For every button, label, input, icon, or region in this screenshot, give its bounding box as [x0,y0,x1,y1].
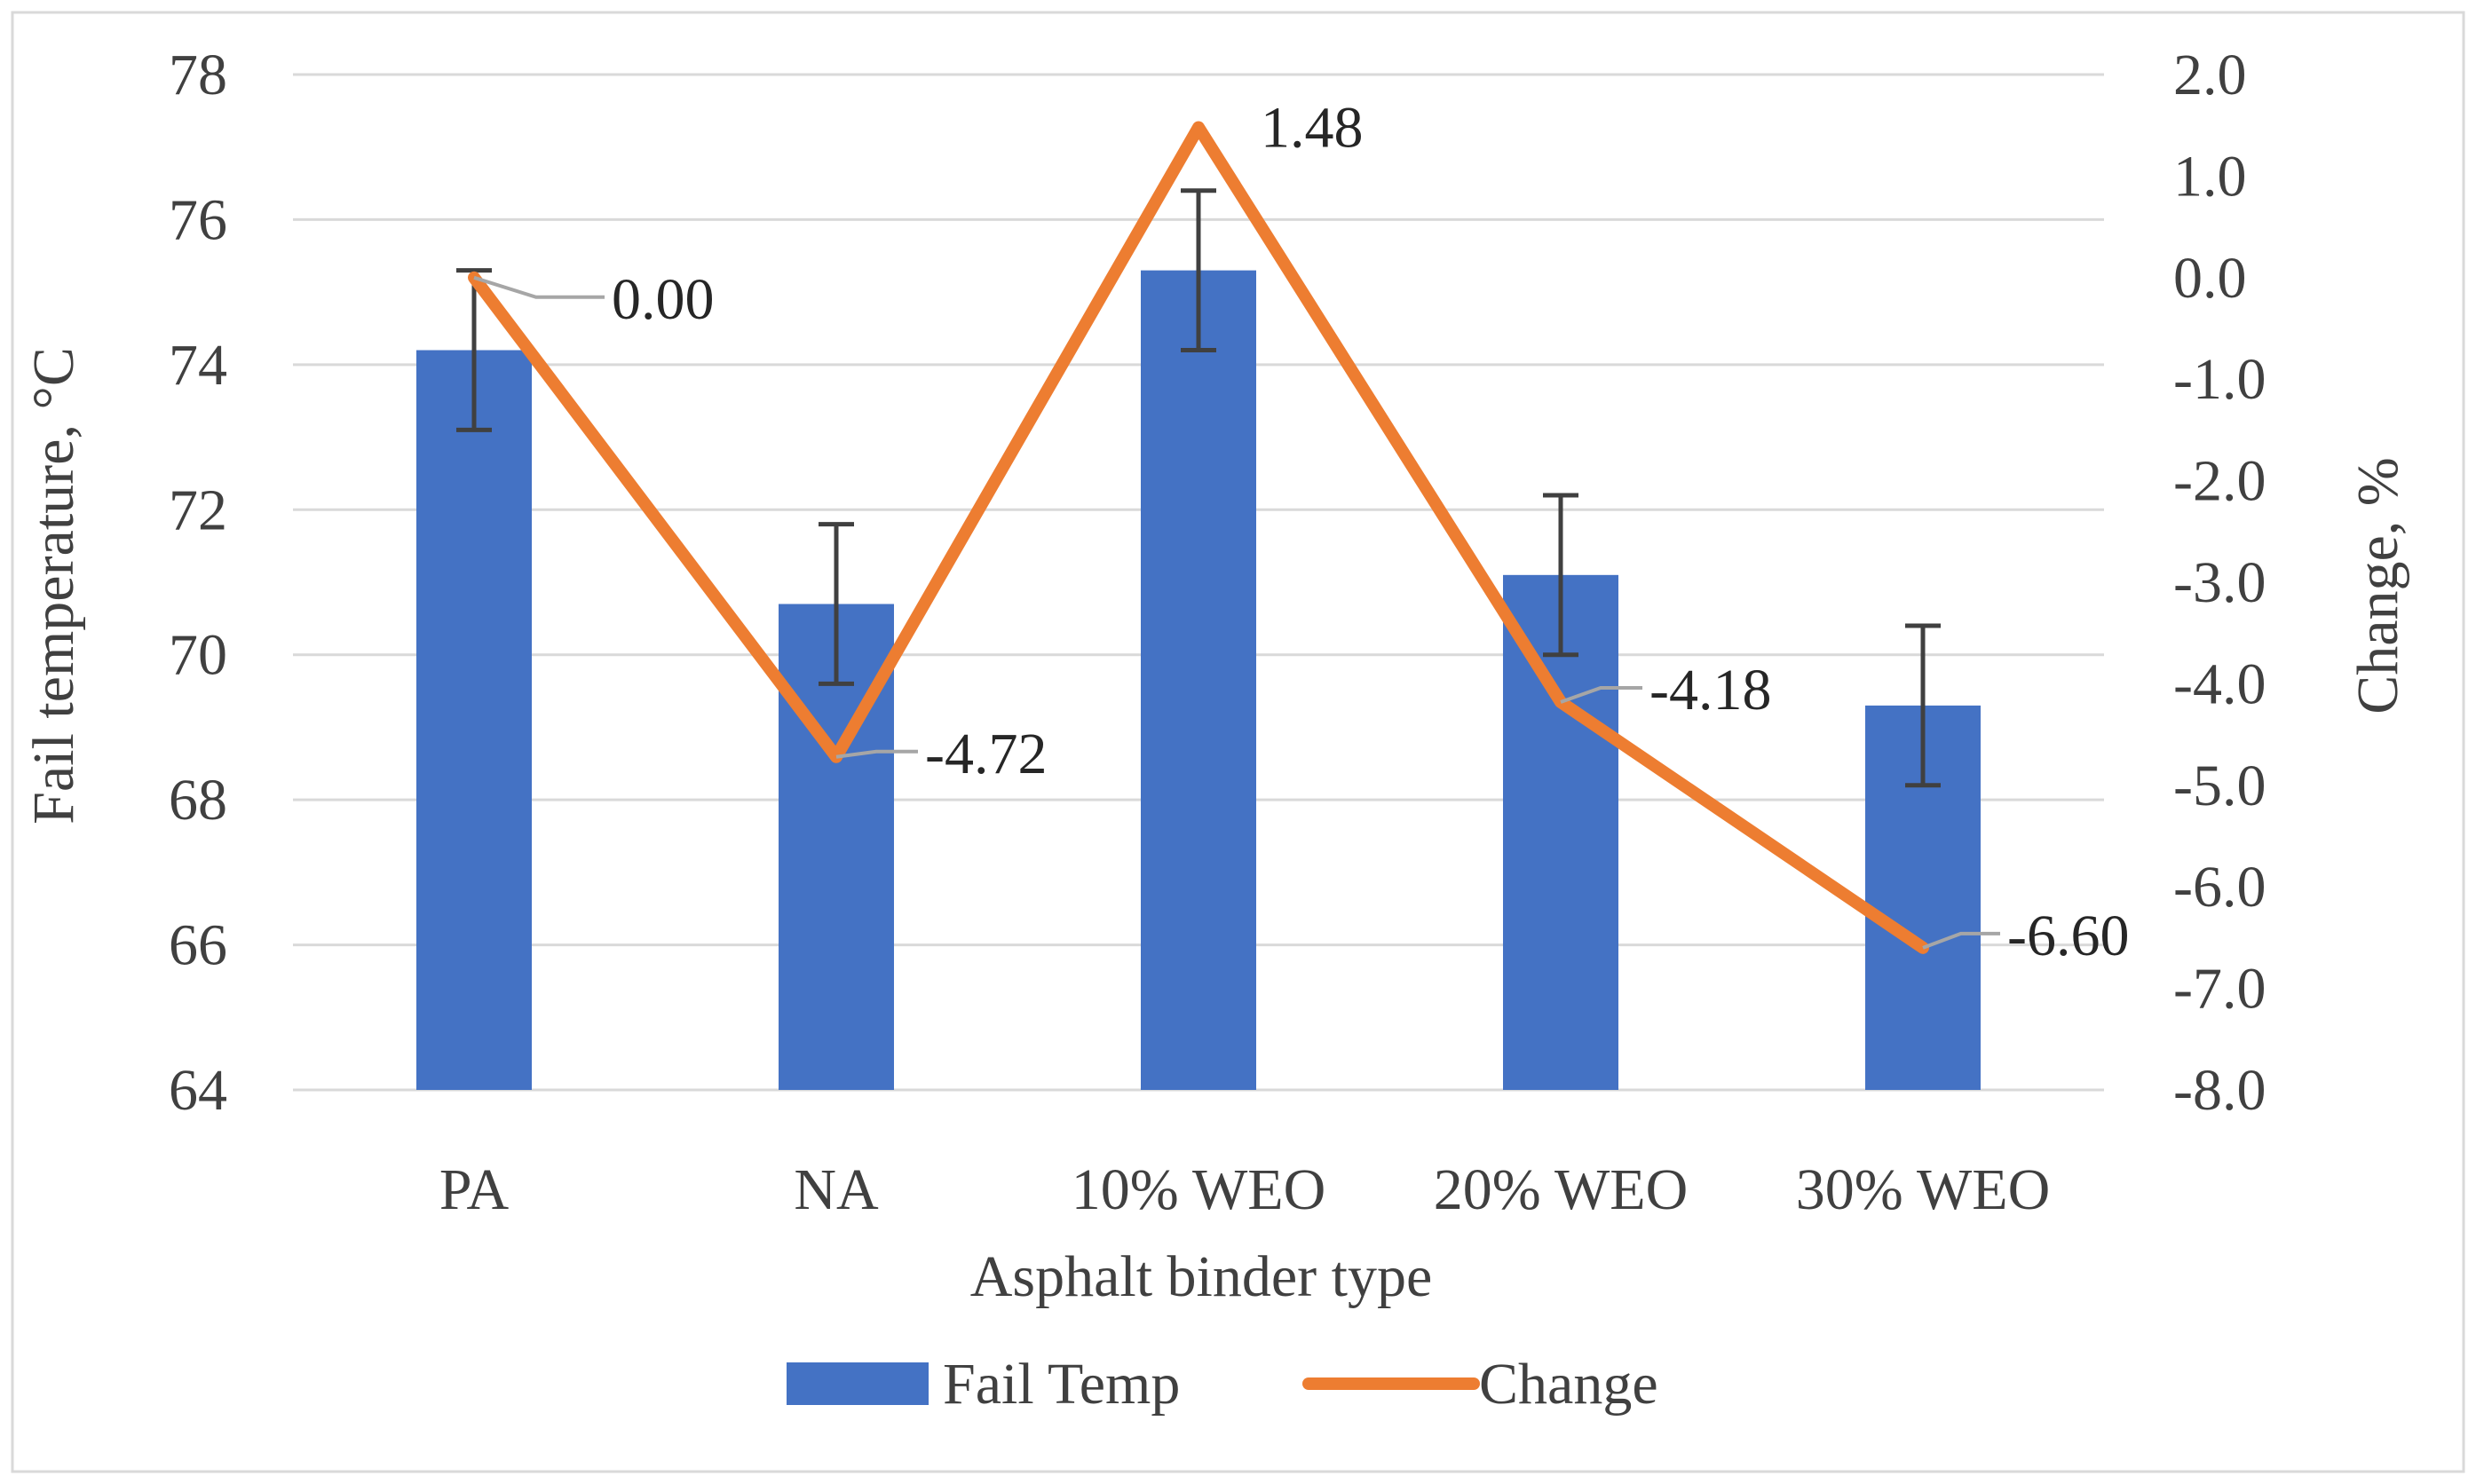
y-axis-left-title: Fail temperature, °C [21,347,86,825]
bar [1503,574,1618,1090]
y-axis-right-title: Change, % [2345,457,2410,714]
y-left-tick-label: 70 [169,623,227,688]
legend-label-change: Change [1479,1352,1658,1417]
axes: 64 66 68 70 72 74 76 78 2.0 1.0 0.0 -1.0 -2.0 -3.0 -4.… [169,43,2266,1222]
legend-label-fail-temp: Fail Temp [943,1352,1180,1417]
data-label-leader [473,275,605,299]
data-labels: 0.00 -4.72 1.48 -4.18 -6.60 [473,95,2129,968]
y-right-tick-label: -1.0 [2173,347,2266,412]
x-axis-title: Asphalt binder type [970,1244,1433,1309]
error-bar [1905,623,1941,788]
data-label-leader [1922,931,2000,950]
legend: Fail Temp Change [787,1352,1658,1417]
error-bar [456,268,492,432]
y-right-tick-label: 1.0 [2173,144,2247,209]
bar [1141,270,1256,1091]
line-point [1197,125,1200,130]
bar [416,350,532,1090]
y-left-tick-label: 72 [169,478,227,542]
error-bar [1543,493,1578,658]
x-tick-label: 20% WEO [1434,1157,1689,1222]
legend-swatch-fail-temp [787,1362,929,1405]
x-tick-label: 30% WEO [1796,1157,2051,1222]
y-right-tick-label: 2.0 [2173,43,2247,107]
data-label: 1.48 [1261,95,1364,160]
data-label-leader [835,749,918,759]
y-left-tick-label: 68 [169,768,227,833]
data-label: -4.72 [925,722,1047,786]
error-bar [1181,188,1216,353]
data-label-leader [1560,685,1642,704]
y-right-tick-label: -7.0 [2173,957,2266,1022]
y-left-tick-label: 66 [169,913,227,978]
x-tick-label: NA [794,1157,879,1222]
x-tick-label: 10% WEO [1072,1157,1326,1222]
data-label: -4.18 [1649,658,1771,722]
y-left-tick-label: 64 [169,1058,227,1123]
data-label: -6.60 [2007,904,2129,968]
y-right-tick-label: -6.0 [2173,855,2266,920]
data-label: 0.00 [612,267,715,332]
x-tick-label: PA [439,1157,510,1222]
y-right-tick-label: -3.0 [2173,550,2266,615]
error-bars [456,188,1941,788]
y-right-tick-label: -2.0 [2173,449,2266,514]
y-right-tick-label: 0.0 [2173,246,2247,311]
y-right-tick-label: -4.0 [2173,651,2266,716]
error-bar [819,522,854,686]
y-left-tick-label: 76 [169,187,227,252]
y-right-tick-label: -8.0 [2173,1058,2266,1123]
y-left-tick-label: 74 [169,333,227,398]
y-left-tick-label: 78 [169,43,227,107]
y-right-tick-label: -5.0 [2173,754,2266,818]
